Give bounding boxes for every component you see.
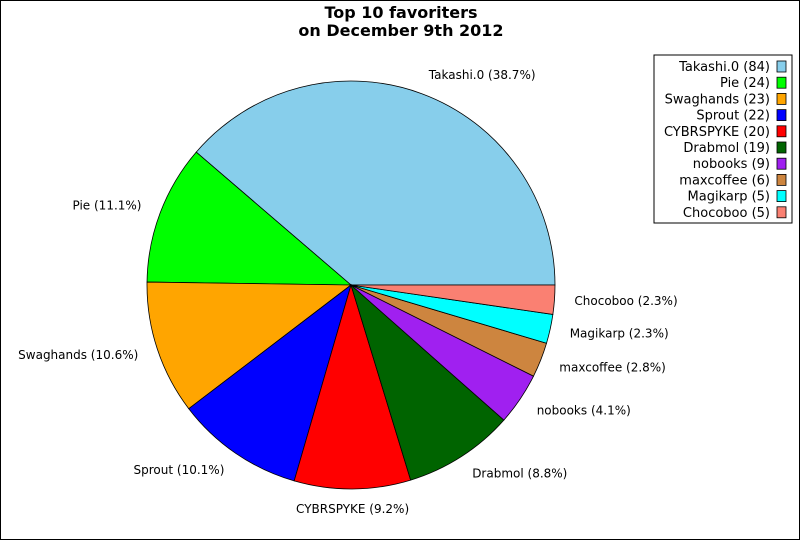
slice-label-maxcoffee: maxcoffee (2.8%) — [559, 360, 666, 374]
pie-slice-cybrspyke — [293, 283, 412, 490]
pie-slice-sprout — [188, 283, 352, 482]
legend-entry-label: Chocoboo (5) — [683, 206, 770, 221]
slice-label-drabmol: Drabmol (8.8%) — [472, 466, 567, 480]
legend-entry-label: maxcoffee (6) — [679, 173, 770, 188]
pie-slice-swaghands — [146, 281, 353, 410]
slice-label-sprout: Sprout (10.1%) — [134, 463, 225, 477]
legend-swatch — [776, 76, 787, 89]
legend-box — [653, 54, 793, 224]
slice-label-pie: Pie (11.1%) — [73, 199, 142, 213]
legend-entry-label: Drabmol (19) — [683, 141, 770, 156]
legend-entry-label: nobooks (9) — [693, 157, 770, 172]
pie-slice-drabmol — [350, 283, 505, 481]
slice-label-chocoboo: Chocoboo (2.3%) — [574, 294, 677, 308]
legend: Takashi.0 (84)Pie (24)Swaghands (23) Spro… — [653, 54, 793, 224]
pie-slice-takashi-0 — [195, 80, 556, 286]
legend-entry-label: Sprout (22) — [696, 109, 770, 124]
slice-label-swaghands: Swaghands (10.6%) — [18, 348, 138, 362]
legend-entry-label: Pie (24) — [720, 76, 770, 91]
legend-swatch — [776, 109, 787, 121]
legend-swatch — [776, 190, 787, 203]
slice-label-magikarp: Magikarp (2.3%) — [570, 326, 669, 340]
legend-swatch — [776, 125, 787, 138]
slice-label-takashi-0: Takashi.0 (38.7%) — [428, 68, 536, 82]
legend-entry-label: Magikarp (5) — [688, 190, 770, 205]
legend-entry-label: CYBRSPYKE (20) — [664, 125, 770, 140]
legend-swatch — [776, 157, 787, 170]
slice-label-cybrspyke: CYBRSPYKE (9.2%) — [296, 502, 409, 516]
legend-entry-label: Takashi.0 (84) — [678, 60, 770, 75]
slice-label-nobooks: nobooks (4.1%) — [537, 403, 631, 417]
legend-entry-label: Swaghands (23) — [665, 92, 770, 107]
legend-swatch — [776, 93, 787, 105]
legend-swatch — [776, 141, 787, 154]
legend-swatch — [776, 173, 787, 186]
pie-slice-chocoboo — [350, 284, 556, 315]
chart-title-line-1: Top 10 favoriters — [324, 3, 477, 22]
legend-swatch — [776, 206, 787, 219]
pie-slices — [146, 80, 556, 490]
legend-swatch — [776, 60, 787, 73]
pie-slice-pie — [146, 151, 353, 286]
pie-slice-labels: Takashi.0 (38.7%) Pie (11.1%) Swaghands (1… — [18, 68, 677, 516]
chart-title-line-2: on December 9th 2012 — [298, 21, 503, 40]
